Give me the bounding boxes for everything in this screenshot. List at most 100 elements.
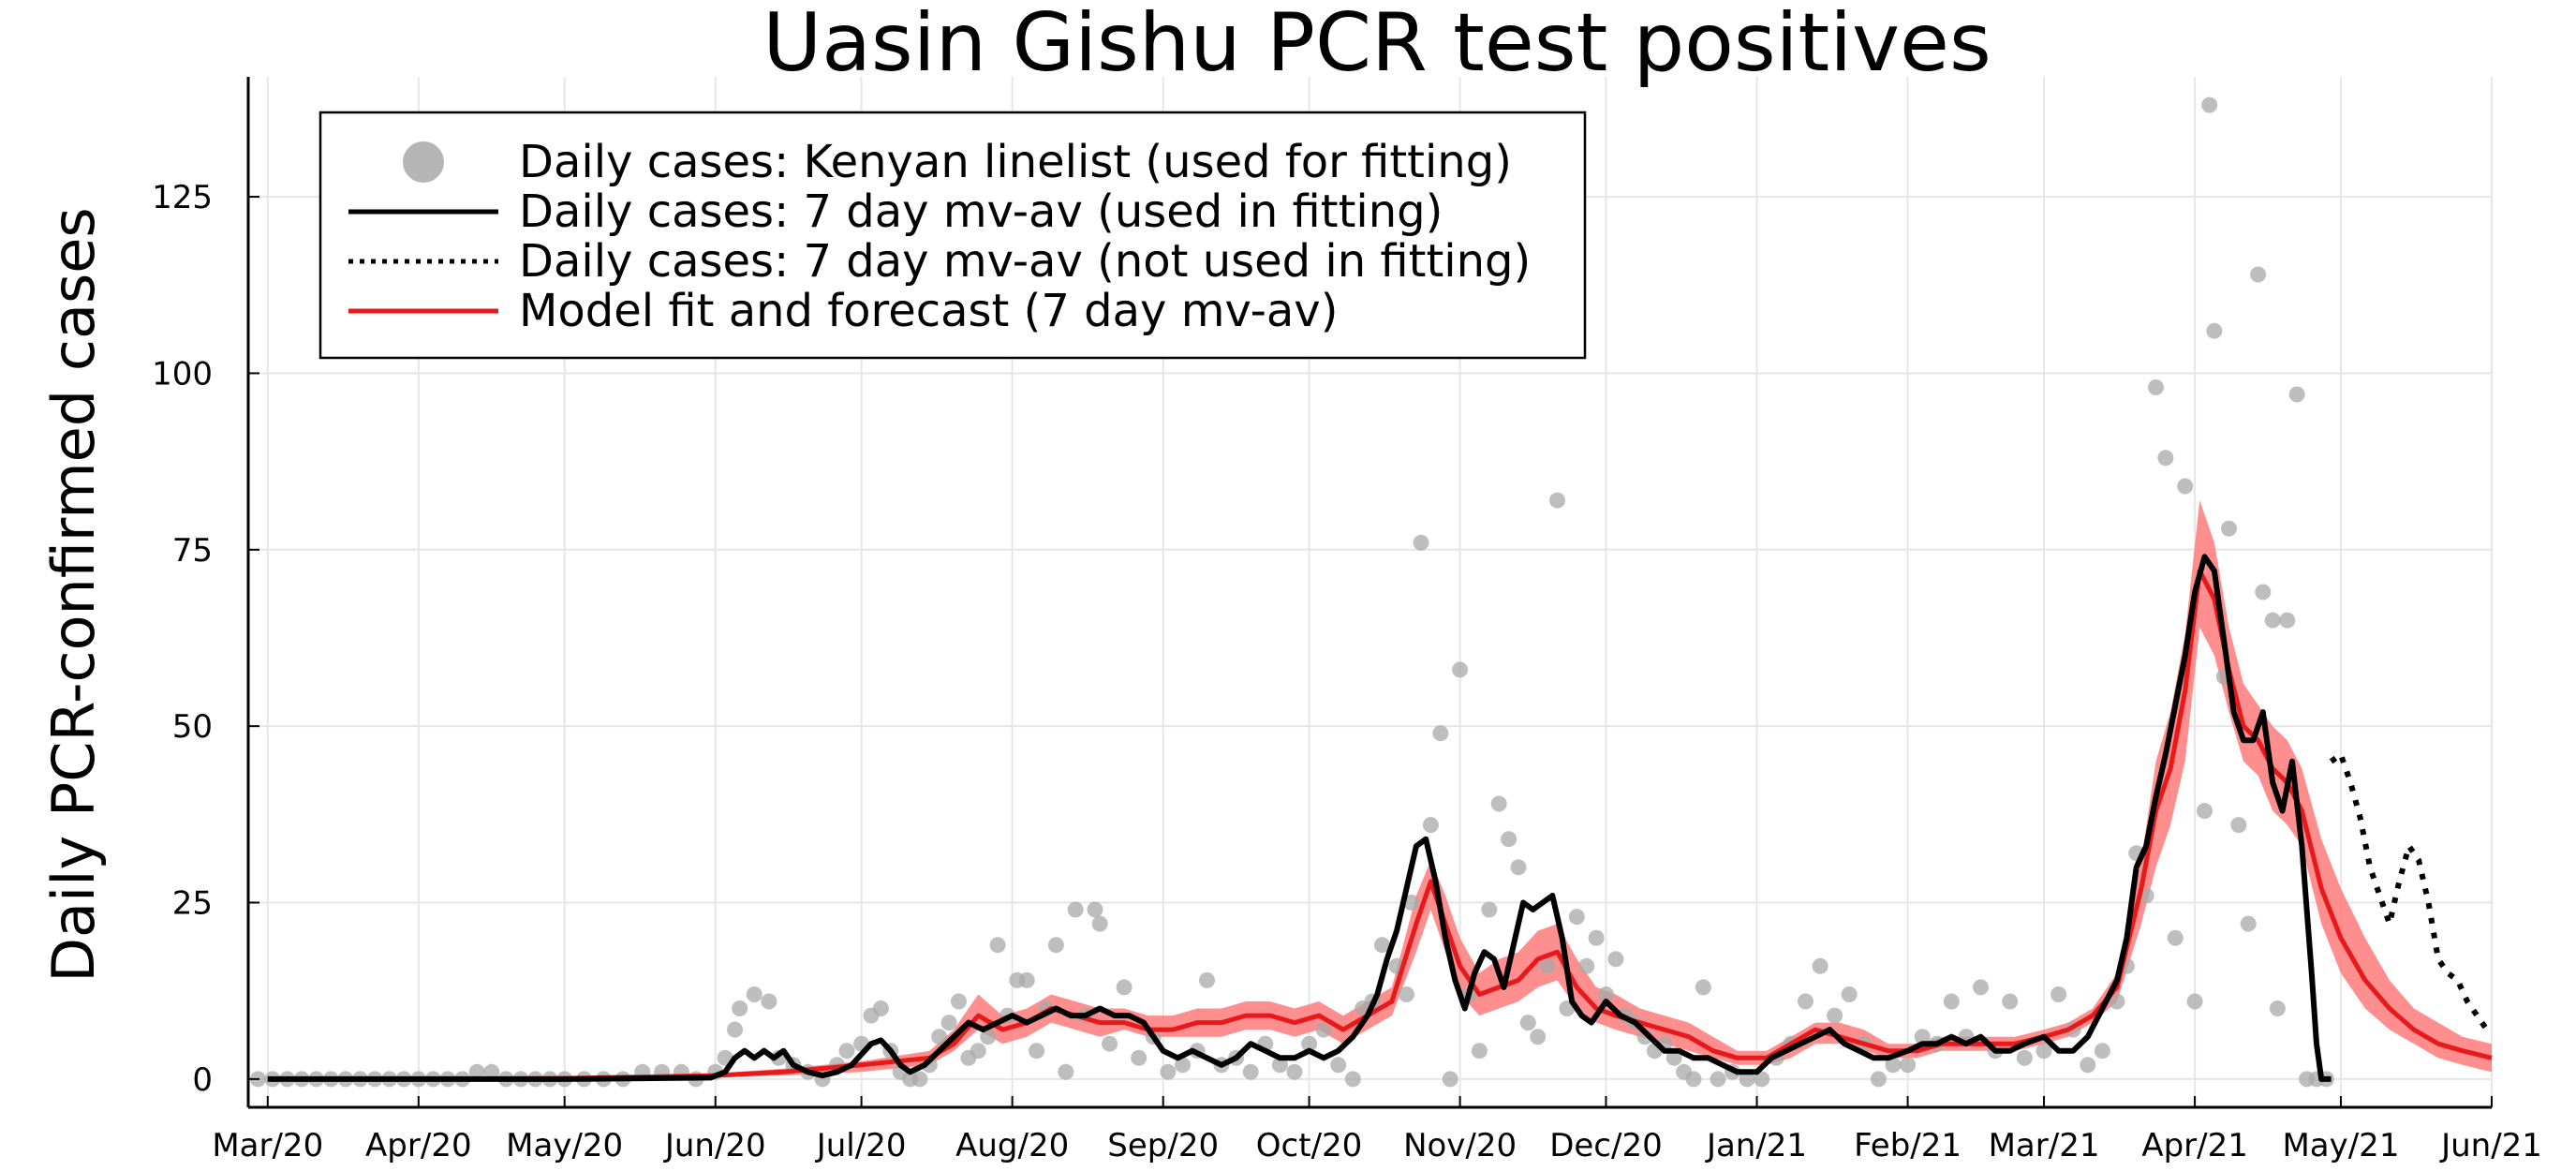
scatter-point [1301,1035,1318,1052]
scatter-point [1827,1007,1843,1024]
scatter-point [2036,1043,2052,1060]
scatter-point [1422,817,1439,834]
scatter-point [1442,1071,1458,1088]
scatter-point [1685,1071,1702,1088]
scatter-point [1900,1057,1917,1074]
scatter-point [1530,1029,1547,1045]
scatter-point [1018,971,1035,988]
scatter-point [1870,1071,1887,1088]
scatter-point [2016,1049,2033,1066]
tick-labels: 0 25 50 75 100 125 Mar/20 Apr/20 May/20 Jun/20 Jul… [152,179,2542,1164]
scatter-point [2255,584,2272,600]
scatter-point [1374,937,1390,954]
scatter-point [732,1001,748,1016]
scatter-point [2197,803,2213,820]
scatter-point [1058,1063,1074,1080]
scatter-point [1588,929,1605,946]
scatter-point [1519,1015,1536,1031]
scatter-point [2109,993,2125,1010]
scatter-point [951,993,967,1010]
scatter-point [989,937,1006,954]
scatter-point [1087,901,1103,918]
scatter-point [1116,979,1133,996]
scatter-point [2186,993,2203,1010]
scatter-point [1943,993,1960,1010]
scatter-point [1510,859,1527,876]
x-tick-label: Oct/20 [1256,1127,1363,1164]
y-tick-label: 25 [172,885,213,923]
scatter-point [2269,1001,2286,1016]
scatter-point [1841,986,1858,1002]
x-tick-label: Aug/20 [955,1127,1069,1164]
scatter-point [1666,1049,1682,1066]
y-tick-label: 125 [152,179,213,216]
scatter-point [1432,725,1449,742]
scatter-point [1091,915,1108,932]
scatter-point [1242,1063,1259,1080]
scatter-point [2050,986,2067,1002]
scatter-point [980,1029,997,1045]
scatter-point [1271,1057,1288,1074]
scatter-point [1399,986,1414,1002]
observed-mvav-not-fitted-line [2329,751,2490,1031]
legend-label: Daily cases: 7 day mv-av (used in fittin… [519,185,1443,238]
scatter-point [1286,1063,1303,1080]
x-tick-label: Jul/20 [815,1127,907,1164]
x-tick-label: May/20 [506,1127,623,1164]
scatter-point [2177,478,2194,495]
scatter-point [2201,96,2218,113]
scatter-point [1695,979,1711,996]
scatter-point [1160,1063,1177,1080]
scatter-point [1578,957,1595,974]
scatter-point [1047,937,1064,954]
x-tick-label: Dec/20 [1549,1127,1663,1164]
scatter-point [2080,1057,2096,1074]
scatter-point [1812,957,1828,974]
scatter-point [483,1063,500,1080]
scatter-point [1885,1057,1902,1074]
x-tick-label: Mar/20 [212,1127,323,1164]
scatter-point [2240,915,2257,932]
scatter-point [931,1029,948,1045]
scatter-point [1798,993,1814,1010]
scatter-point [1403,895,1420,911]
scatter-point [1754,1071,1770,1088]
scatter-point [2157,450,2174,467]
x-tick-label: Feb/21 [1854,1127,1962,1164]
scatter-point [2279,612,2296,629]
y-axis-title: Daily PCR-confirmed cases [39,207,108,982]
x-tick-label: Jan/21 [1705,1127,1807,1164]
scatter-point [2002,993,2019,1010]
legend-label: Model fit and forecast (7 day mv-av) [519,285,1338,337]
observed-mvav-fitted-line [267,554,2332,1082]
scatter-point [911,1071,928,1088]
x-tick-label: Apr/21 [2141,1127,2248,1164]
scatter-point [1973,979,1989,996]
x-tick-label: Jun/21 [2439,1127,2542,1164]
x-tick-label: Sep/20 [1107,1127,1219,1164]
scatter-point [468,1063,485,1080]
scatter-point [940,1015,957,1031]
scatter-point [2167,929,2184,946]
scatter-point [1607,951,1624,968]
y-tick-label: 50 [172,708,213,746]
scatter-point [1914,1029,1931,1045]
scatter-point [1344,1071,1361,1088]
scatter-point [1539,957,1556,974]
scatter-point [1739,1071,1755,1088]
scatter-point [2148,379,2164,395]
scatter-point [1067,901,1084,918]
scatter-point [1413,534,1429,551]
scatter-point [1471,1043,1488,1060]
legend-marker-scatter [403,141,444,183]
scatter-point [1598,986,1614,1002]
x-tick-label: Apr/20 [365,1127,472,1164]
scatter-point [1710,1071,1726,1088]
x-tick-label: Nov/20 [1403,1127,1517,1164]
x-tick-label: Mar/21 [1989,1127,2100,1164]
scatter-point [2288,386,2305,403]
scatter-point [2230,817,2247,834]
scatter-point [1568,909,1585,926]
scatter-point [872,1001,889,1016]
